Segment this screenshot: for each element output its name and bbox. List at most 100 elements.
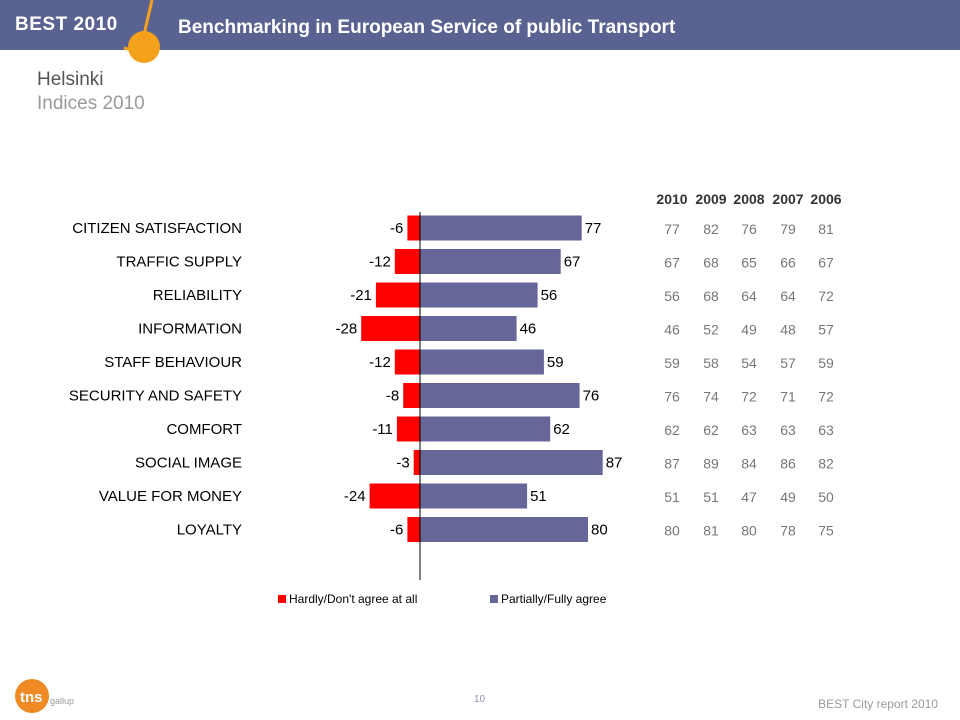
table-cell: 58 xyxy=(703,355,719,371)
svg-text:gallup: gallup xyxy=(50,696,74,706)
table-cell: 89 xyxy=(703,456,719,472)
negative-bar xyxy=(394,249,420,274)
table-cell: 78 xyxy=(780,523,796,539)
table-cell: 57 xyxy=(818,322,834,338)
category-label: LOYALTY xyxy=(177,522,242,539)
positive-bar xyxy=(420,215,582,241)
table-cell: 67 xyxy=(664,255,680,271)
legend-label-positive: Partially/Fully agree xyxy=(501,592,607,606)
positive-value-label: 46 xyxy=(520,321,537,338)
header-bar: BEST 2010 Benchmarking in European Servi… xyxy=(0,0,960,50)
table-cell: 68 xyxy=(703,288,719,304)
table-cell: 48 xyxy=(780,322,796,338)
positive-bar xyxy=(420,483,528,509)
positive-value-label: 77 xyxy=(585,220,602,237)
category-label: STAFF BEHAVIOUR xyxy=(104,354,242,371)
negative-bar xyxy=(403,383,420,408)
negative-value-label: -6 xyxy=(390,220,403,237)
table-cell: 56 xyxy=(664,288,680,304)
positive-bar xyxy=(420,383,580,408)
table-cell: 46 xyxy=(664,322,680,338)
header-accent-dot xyxy=(128,31,160,63)
positive-bar xyxy=(420,316,517,341)
category-label: SOCIAL IMAGE xyxy=(135,455,242,472)
table-cell: 86 xyxy=(780,456,796,472)
negative-bar xyxy=(396,416,420,442)
negative-value-label: -12 xyxy=(369,254,391,271)
table-cell: 66 xyxy=(780,255,796,271)
negative-bar xyxy=(413,450,420,475)
table-cell: 82 xyxy=(703,221,719,237)
negative-value-label: -24 xyxy=(344,488,366,505)
table-cell: 47 xyxy=(741,489,757,505)
legend-swatch-positive xyxy=(490,595,498,603)
legend-swatch-negative xyxy=(278,595,286,603)
positive-value-label: 76 xyxy=(583,388,600,405)
header-decoration xyxy=(123,0,160,63)
page-number: 10 xyxy=(474,694,486,705)
table-cell: 51 xyxy=(664,489,680,505)
table-cell: 64 xyxy=(741,288,757,304)
year-header: 2006 xyxy=(810,191,841,207)
table-cell: 52 xyxy=(703,322,719,338)
table-cell: 72 xyxy=(741,389,757,405)
page-title: Helsinki xyxy=(37,69,104,90)
report-name: BEST City report 2010 xyxy=(818,697,938,711)
table-cell: 51 xyxy=(703,489,719,505)
table-cell: 57 xyxy=(780,355,796,371)
negative-value-label: -8 xyxy=(386,388,399,405)
positive-bar xyxy=(420,416,551,442)
table-cell: 87 xyxy=(664,456,680,472)
table-cell: 71 xyxy=(780,389,796,405)
negative-value-label: -3 xyxy=(396,455,409,472)
table-cell: 63 xyxy=(780,422,796,438)
positive-bar xyxy=(420,349,544,375)
table-cell: 62 xyxy=(703,422,719,438)
positive-bar xyxy=(420,450,603,475)
table-cell: 59 xyxy=(818,355,834,371)
table-cell: 63 xyxy=(741,422,757,438)
category-label: VALUE FOR MONEY xyxy=(99,488,242,505)
tns-gallup-logo: tns gallup xyxy=(15,679,74,713)
negative-value-label: -11 xyxy=(372,421,393,438)
negative-value-label: -12 xyxy=(369,354,391,371)
positive-value-label: 51 xyxy=(530,488,547,505)
legend-label-negative: Hardly/Don't agree at all xyxy=(289,592,417,606)
table-cell: 76 xyxy=(741,221,757,237)
table-cell: 49 xyxy=(741,322,757,338)
table-cell: 64 xyxy=(780,288,796,304)
table-cell: 81 xyxy=(818,221,834,237)
table-cell: 76 xyxy=(664,389,680,405)
positive-bar xyxy=(420,517,588,542)
negative-bar xyxy=(407,517,420,542)
negative-bar xyxy=(375,282,420,308)
table-cell: 63 xyxy=(818,422,834,438)
table-cell: 65 xyxy=(741,255,757,271)
positive-value-label: 56 xyxy=(541,287,558,304)
table-cell: 62 xyxy=(664,422,680,438)
positive-value-label: 62 xyxy=(553,421,570,438)
negative-value-label: -6 xyxy=(390,522,403,539)
year-header: 2008 xyxy=(733,191,764,207)
table-cell: 49 xyxy=(780,489,796,505)
year-header: 2007 xyxy=(772,191,803,207)
category-label: RELIABILITY xyxy=(153,287,242,304)
table-cell: 84 xyxy=(741,456,757,472)
positive-value-label: 67 xyxy=(564,254,581,271)
positive-bar xyxy=(420,249,561,274)
negative-value-label: -28 xyxy=(336,321,358,338)
table-cell: 67 xyxy=(818,255,834,271)
table-cell: 72 xyxy=(818,389,834,405)
brand-label: BEST 2010 xyxy=(15,14,118,35)
negative-value-label: -21 xyxy=(350,287,372,304)
table-cell: 79 xyxy=(780,221,796,237)
table-cell: 75 xyxy=(818,523,834,539)
category-label: SECURITY AND SAFETY xyxy=(69,388,242,405)
category-label: TRAFFIC SUPPLY xyxy=(116,254,242,271)
positive-bar xyxy=(420,282,538,308)
category-label: COMFORT xyxy=(166,421,242,438)
negative-bar xyxy=(407,215,420,241)
table-cell: 80 xyxy=(664,523,680,539)
negative-bar xyxy=(361,316,420,341)
